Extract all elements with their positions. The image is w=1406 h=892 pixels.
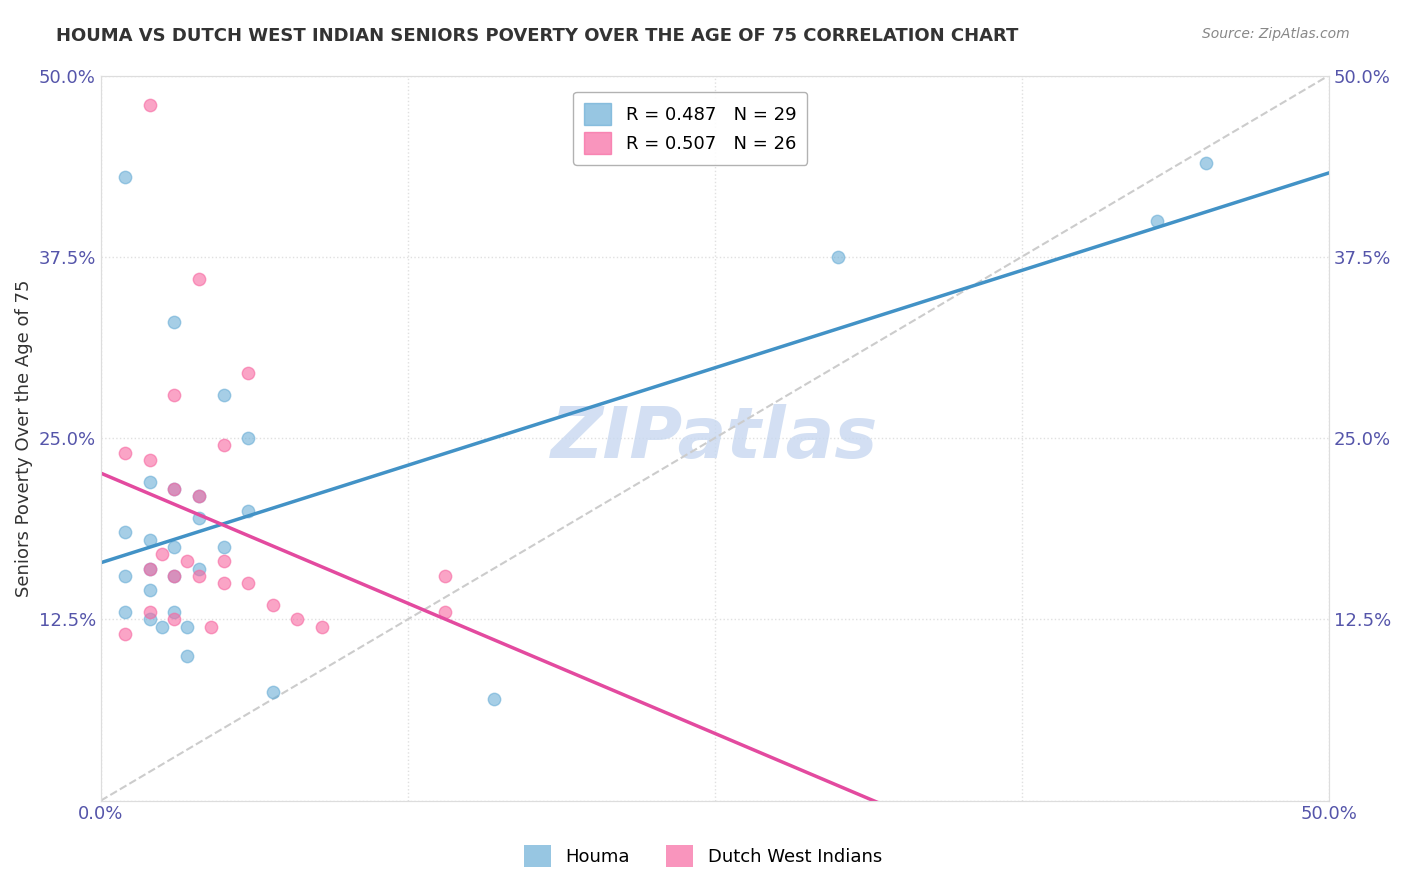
Houma xyxy=(262,685,284,699)
Houma xyxy=(482,692,505,706)
Dutch West Indians xyxy=(163,612,186,626)
Dutch West Indians xyxy=(176,554,198,568)
Houma xyxy=(139,583,162,598)
Dutch West Indians xyxy=(139,97,162,112)
Text: Source: ZipAtlas.com: Source: ZipAtlas.com xyxy=(1202,27,1350,41)
Dutch West Indians xyxy=(150,547,173,561)
Houma xyxy=(114,525,136,540)
Houma xyxy=(188,511,211,525)
Dutch West Indians xyxy=(114,627,136,641)
Dutch West Indians xyxy=(433,569,456,583)
Dutch West Indians xyxy=(139,561,162,575)
Dutch West Indians xyxy=(188,569,211,583)
Houma xyxy=(139,612,162,626)
Dutch West Indians xyxy=(139,605,162,619)
Dutch West Indians xyxy=(188,271,211,285)
Dutch West Indians xyxy=(163,387,186,401)
Houma xyxy=(163,315,186,329)
Dutch West Indians xyxy=(311,619,333,633)
Dutch West Indians xyxy=(163,482,186,496)
Dutch West Indians xyxy=(236,576,259,591)
Houma xyxy=(163,482,186,496)
Dutch West Indians xyxy=(163,569,186,583)
Y-axis label: Seniors Poverty Over the Age of 75: Seniors Poverty Over the Age of 75 xyxy=(15,279,32,597)
Legend: Houma, Dutch West Indians: Houma, Dutch West Indians xyxy=(517,838,889,874)
Houma xyxy=(188,561,211,575)
Houma xyxy=(236,503,259,517)
Dutch West Indians xyxy=(212,576,235,591)
Houma xyxy=(827,250,849,264)
Text: ZIPatlas: ZIPatlas xyxy=(551,403,879,473)
Dutch West Indians xyxy=(212,438,235,452)
Dutch West Indians xyxy=(212,554,235,568)
Dutch West Indians xyxy=(433,605,456,619)
Houma xyxy=(1146,213,1168,227)
Houma xyxy=(114,569,136,583)
Houma xyxy=(163,540,186,554)
Dutch West Indians xyxy=(236,366,259,380)
Houma xyxy=(188,489,211,503)
Legend: R = 0.487   N = 29, R = 0.507   N = 26: R = 0.487 N = 29, R = 0.507 N = 26 xyxy=(574,92,807,165)
Houma xyxy=(163,569,186,583)
Houma xyxy=(163,605,186,619)
Dutch West Indians xyxy=(139,452,162,467)
Houma xyxy=(139,475,162,489)
Houma xyxy=(176,619,198,633)
Dutch West Indians xyxy=(262,598,284,612)
Houma xyxy=(139,533,162,547)
Houma xyxy=(212,540,235,554)
Houma xyxy=(1195,155,1218,169)
Dutch West Indians xyxy=(188,489,211,503)
Houma xyxy=(212,387,235,401)
Dutch West Indians xyxy=(285,612,308,626)
Houma xyxy=(176,648,198,663)
Dutch West Indians xyxy=(200,619,222,633)
Houma xyxy=(150,619,173,633)
Houma xyxy=(114,169,136,184)
Dutch West Indians xyxy=(114,445,136,459)
Houma xyxy=(236,431,259,445)
Text: HOUMA VS DUTCH WEST INDIAN SENIORS POVERTY OVER THE AGE OF 75 CORRELATION CHART: HOUMA VS DUTCH WEST INDIAN SENIORS POVER… xyxy=(56,27,1018,45)
Houma xyxy=(139,561,162,575)
Houma xyxy=(114,605,136,619)
